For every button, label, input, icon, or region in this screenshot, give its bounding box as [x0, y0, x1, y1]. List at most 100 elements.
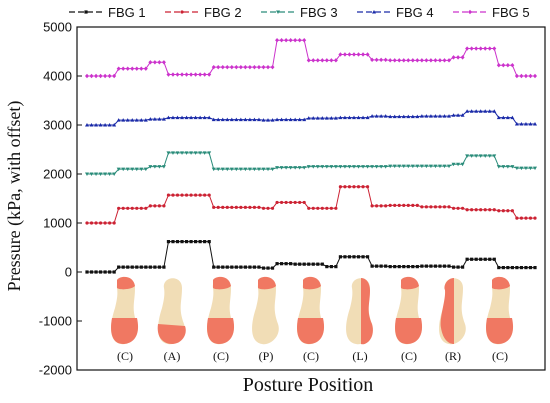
data-point — [266, 167, 271, 172]
data-point — [372, 10, 376, 14]
data-point — [98, 221, 103, 225]
data-point — [501, 265, 505, 270]
data-point — [198, 115, 203, 120]
data-point — [388, 114, 393, 119]
data-point — [261, 64, 266, 70]
data-point — [130, 118, 135, 122]
data-point — [402, 203, 406, 207]
data-point — [216, 167, 221, 172]
series-line — [87, 241, 535, 273]
data-point — [266, 266, 270, 270]
data-point — [189, 72, 194, 77]
data-point — [533, 265, 537, 270]
data-point — [243, 265, 247, 269]
data-point — [270, 206, 275, 210]
data-point — [211, 117, 216, 122]
series-line — [87, 152, 535, 175]
foot-icon — [395, 276, 423, 345]
data-point — [216, 64, 221, 70]
data-point — [180, 240, 184, 244]
data-point — [433, 114, 438, 118]
data-point — [420, 205, 424, 209]
data-point — [356, 115, 361, 120]
data-point — [488, 208, 492, 212]
data-point — [170, 151, 175, 155]
data-point — [383, 165, 388, 169]
data-point — [207, 151, 212, 155]
data-point — [533, 216, 537, 220]
data-point — [492, 154, 497, 158]
data-point — [316, 206, 320, 210]
data-point — [166, 115, 171, 120]
data-point — [429, 205, 433, 209]
data-point — [98, 73, 103, 79]
legend-item: FBG 5 — [453, 5, 530, 20]
data-point — [121, 118, 126, 122]
legend-item: FBG 2 — [165, 5, 242, 20]
posture-label: (L) — [352, 349, 367, 363]
foot-pressure-region — [395, 276, 423, 344]
data-point — [460, 206, 465, 210]
data-point — [175, 115, 180, 120]
data-point — [130, 265, 134, 269]
data-point — [252, 117, 257, 122]
data-point — [207, 193, 211, 197]
data-point — [433, 205, 438, 209]
data-point — [216, 265, 220, 269]
data-point — [333, 165, 338, 169]
data-point — [198, 240, 202, 244]
data-point — [324, 165, 329, 169]
data-point — [311, 165, 316, 169]
data-point — [528, 166, 533, 171]
data-point — [306, 116, 311, 120]
data-point — [320, 206, 324, 210]
data-point — [202, 115, 207, 120]
data-point — [384, 204, 388, 208]
data-point — [329, 206, 333, 210]
data-point — [84, 10, 88, 14]
foot-icon — [297, 276, 325, 345]
data-point — [203, 193, 207, 197]
data-point — [266, 206, 270, 210]
data-point — [279, 166, 284, 170]
data-point — [347, 185, 352, 189]
data-point — [447, 58, 452, 63]
foot-pressure-region — [297, 276, 325, 344]
posture-label: (C) — [401, 349, 417, 363]
data-point — [415, 114, 420, 119]
data-point — [361, 165, 366, 169]
data-point — [451, 113, 456, 117]
data-point — [456, 162, 461, 167]
series-1 — [85, 240, 537, 274]
data-point — [325, 265, 329, 269]
data-point — [103, 221, 107, 225]
data-point — [465, 46, 470, 51]
posture-label: (C) — [303, 349, 319, 363]
data-point — [148, 265, 152, 269]
data-point — [85, 221, 89, 225]
data-point — [139, 265, 143, 269]
data-point — [276, 10, 280, 14]
data-point — [320, 165, 325, 169]
data-point — [460, 265, 465, 269]
data-point — [388, 164, 393, 169]
data-point — [524, 216, 528, 220]
data-point — [239, 265, 243, 269]
data-point — [243, 205, 247, 209]
data-point — [329, 165, 334, 169]
data-point — [207, 240, 211, 244]
data-point — [384, 264, 388, 268]
data-point — [528, 265, 533, 270]
data-point — [316, 262, 320, 266]
data-point — [501, 209, 505, 213]
data-point — [166, 193, 171, 197]
y-tick-label: 1000 — [43, 216, 72, 231]
data-point — [514, 122, 519, 126]
data-point — [324, 58, 329, 63]
data-point — [392, 58, 397, 63]
data-point — [442, 205, 447, 209]
data-point — [202, 151, 207, 155]
data-point — [275, 262, 279, 266]
data-point — [293, 38, 298, 43]
data-point — [470, 257, 474, 261]
